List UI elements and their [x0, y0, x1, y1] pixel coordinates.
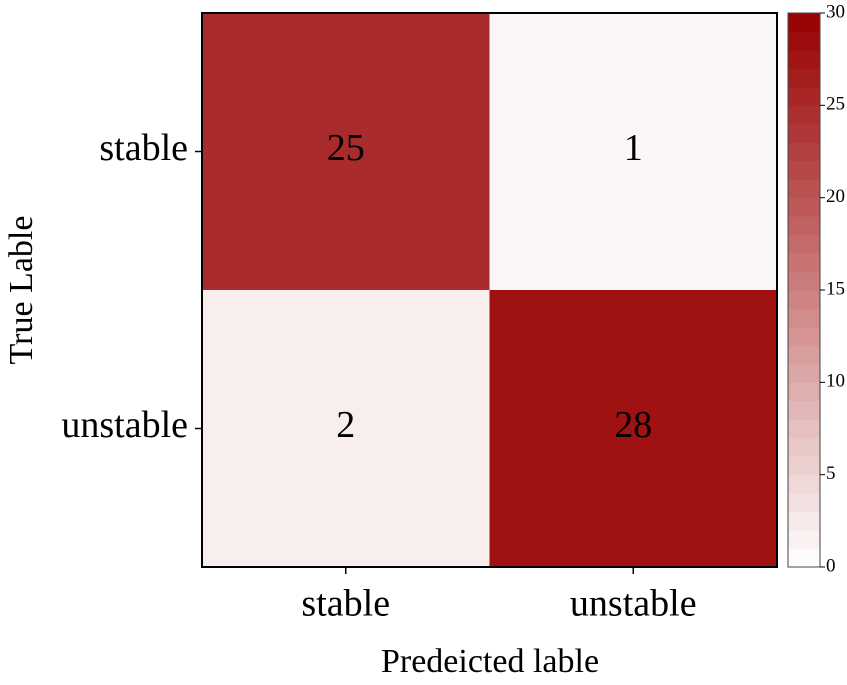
heatmap-cell — [202, 290, 490, 568]
colorbar-tick-label: 10 — [826, 371, 845, 392]
colorbar-band — [788, 160, 820, 180]
plot-frame — [201, 12, 778, 568]
colorbar-band — [788, 530, 820, 550]
heatmap-cell — [489, 13, 778, 291]
colorbar-tick-label: 0 — [826, 555, 836, 576]
x-tick-label: stable — [301, 583, 390, 625]
colorbar-band — [788, 308, 820, 328]
x-axis-label: Predeicted lable — [381, 643, 599, 680]
cell-label: 1 — [624, 127, 643, 169]
colorbar-tick-label: 25 — [826, 94, 845, 115]
colorbar-band — [788, 493, 820, 513]
colorbar-band — [788, 326, 820, 346]
y-axis-label: True Lable — [3, 216, 40, 365]
colorbar-band — [788, 179, 820, 199]
colorbar-band — [788, 197, 820, 217]
colorbar-band — [788, 363, 820, 383]
x-tick-label: unstable — [570, 583, 697, 625]
colorbar-tick-label: 5 — [826, 463, 836, 484]
cell-label: 25 — [327, 127, 365, 169]
colorbar-band — [788, 271, 820, 291]
y-tick-label: stable — [99, 127, 188, 169]
colorbar-tick-label: 15 — [826, 278, 845, 299]
colorbar-band — [788, 474, 820, 494]
colorbar-band — [788, 253, 820, 273]
colorbar-band — [788, 511, 820, 531]
colorbar-band — [788, 86, 820, 106]
colorbar-band — [788, 419, 820, 439]
cell-label: 2 — [336, 404, 355, 446]
y-tick-label: unstable — [61, 404, 188, 446]
colorbar-band — [788, 31, 820, 51]
colorbar-band — [788, 345, 820, 365]
colorbar-band — [788, 13, 820, 32]
colorbar-band — [788, 142, 820, 162]
colorbar-band — [788, 123, 820, 143]
heatmap-cell — [202, 13, 490, 291]
colorbar-band — [788, 437, 820, 457]
colorbar-band — [788, 68, 820, 88]
colorbar-band — [788, 400, 820, 420]
colorbar-band — [788, 49, 820, 69]
colorbar-band — [788, 290, 820, 309]
cell-label: 28 — [614, 404, 652, 446]
colorbar-band — [788, 105, 820, 125]
colorbar-band — [788, 234, 820, 254]
heatmap-cell — [489, 290, 778, 568]
colorbar-band — [788, 216, 820, 236]
colorbar-band — [788, 548, 820, 568]
colorbar-band — [788, 382, 820, 402]
colorbar-tick-label: 20 — [826, 186, 845, 207]
colorbar-tick-label: 30 — [826, 1, 845, 22]
colorbar-band — [788, 456, 820, 476]
